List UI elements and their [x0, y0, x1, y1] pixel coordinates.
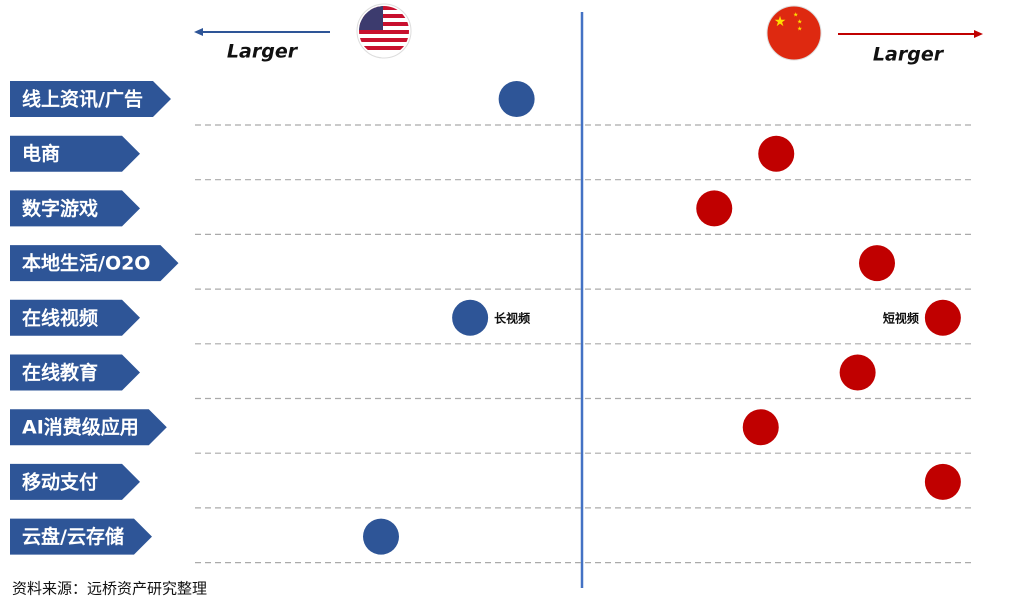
category-banner: [10, 81, 171, 117]
right-label: Larger: [873, 44, 945, 66]
left-arrowhead: [194, 28, 203, 36]
dot: [452, 299, 489, 336]
category-label: 电商: [22, 142, 60, 165]
category-label: 本地生活/O2O: [22, 252, 150, 275]
dot: [363, 518, 399, 555]
category-banner: [10, 245, 179, 282]
dot-annotation: 长视频: [494, 310, 530, 325]
category-banner: [10, 299, 140, 336]
source-note: 资料来源：远桥资产研究整理: [12, 580, 207, 598]
dot: [742, 409, 779, 446]
category-banner: [10, 518, 152, 555]
category-label: 在线教育: [22, 361, 98, 384]
right-arrowhead: [974, 30, 983, 38]
category-label: 移动支付: [22, 470, 98, 493]
svg-text:★: ★: [793, 12, 798, 19]
svg-text:★: ★: [774, 14, 787, 30]
svg-text:★: ★: [797, 26, 802, 33]
category-banner: [10, 135, 140, 172]
category-label: 数字游戏: [22, 197, 98, 220]
category-banner: [10, 409, 167, 446]
category-label: 云盘/云存储: [22, 525, 124, 548]
category-label: AI消费级应用: [22, 416, 139, 439]
dot: [839, 354, 876, 391]
dot: [924, 299, 961, 336]
category-banner: [10, 463, 140, 500]
dot: [498, 81, 535, 117]
dot-annotation: 短视频: [883, 310, 919, 325]
category-label: 线上资讯/广告: [22, 88, 143, 111]
left-label: Larger: [227, 41, 299, 63]
china-flag: ★ ★ ★ ★: [766, 5, 822, 61]
dot: [758, 135, 795, 172]
dot: [696, 190, 733, 227]
category-banner: [10, 190, 140, 227]
svg-text:★: ★: [797, 19, 802, 26]
category-banner: [10, 354, 140, 391]
category-label: 在线视频: [22, 306, 98, 329]
us-flag: [356, 3, 412, 59]
dot: [924, 463, 961, 500]
dot: [859, 245, 895, 282]
